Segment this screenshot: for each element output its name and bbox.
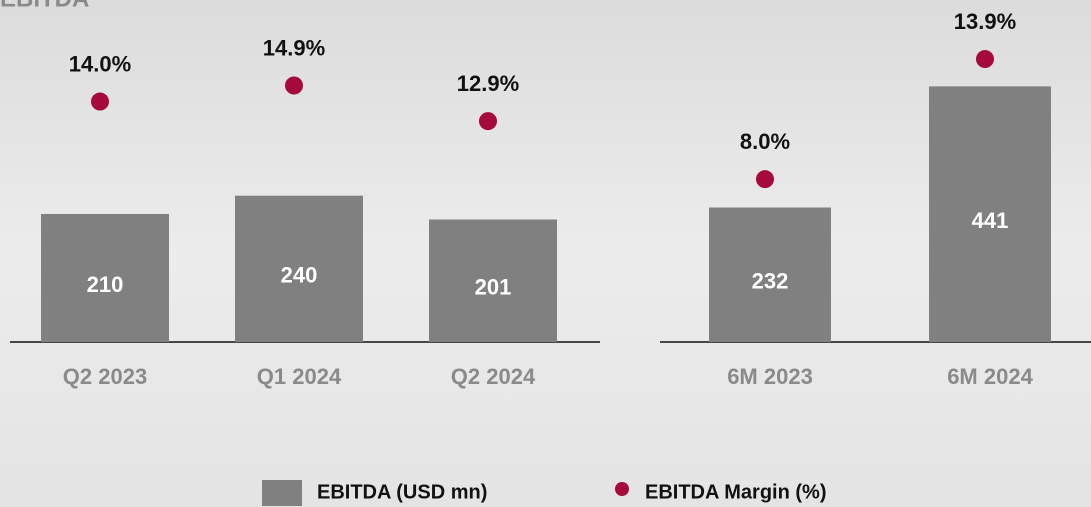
legend-swatch [262, 480, 302, 506]
bar [429, 219, 557, 342]
x-tick-label: Q2 2023 [63, 364, 147, 389]
bar-label: 240 [281, 263, 318, 288]
bar [709, 207, 831, 342]
margin-dot [479, 112, 497, 131]
legend-swatch [615, 482, 629, 496]
margin-dot [91, 92, 109, 111]
x-tick-label: 6M 2024 [947, 364, 1033, 389]
margin-label: 8.0% [740, 129, 790, 154]
bar [929, 86, 1051, 342]
x-tick-label: Q1 2024 [257, 364, 342, 389]
x-tick-label: Q2 2024 [451, 364, 536, 389]
bar-label: 441 [972, 208, 1009, 233]
margin-label: 13.9% [954, 9, 1016, 34]
margin-dot [976, 50, 994, 69]
margin-dot [756, 170, 774, 189]
legend-label: EBITDA Margin (%) [645, 481, 826, 503]
bar-label: 201 [475, 275, 512, 300]
bar [41, 213, 169, 342]
bar [235, 195, 363, 342]
chart-title: EBITDA [0, 0, 89, 12]
legend-label: EBITDA (USD mn) [317, 481, 487, 503]
bar-label: 232 [752, 269, 789, 294]
margin-label: 14.9% [263, 35, 325, 60]
margin-label: 12.9% [457, 71, 519, 96]
margin-dot [285, 76, 303, 95]
margin-label: 14.0% [69, 51, 131, 76]
x-tick-label: 6M 2023 [727, 364, 813, 389]
bar-label: 210 [87, 272, 124, 297]
